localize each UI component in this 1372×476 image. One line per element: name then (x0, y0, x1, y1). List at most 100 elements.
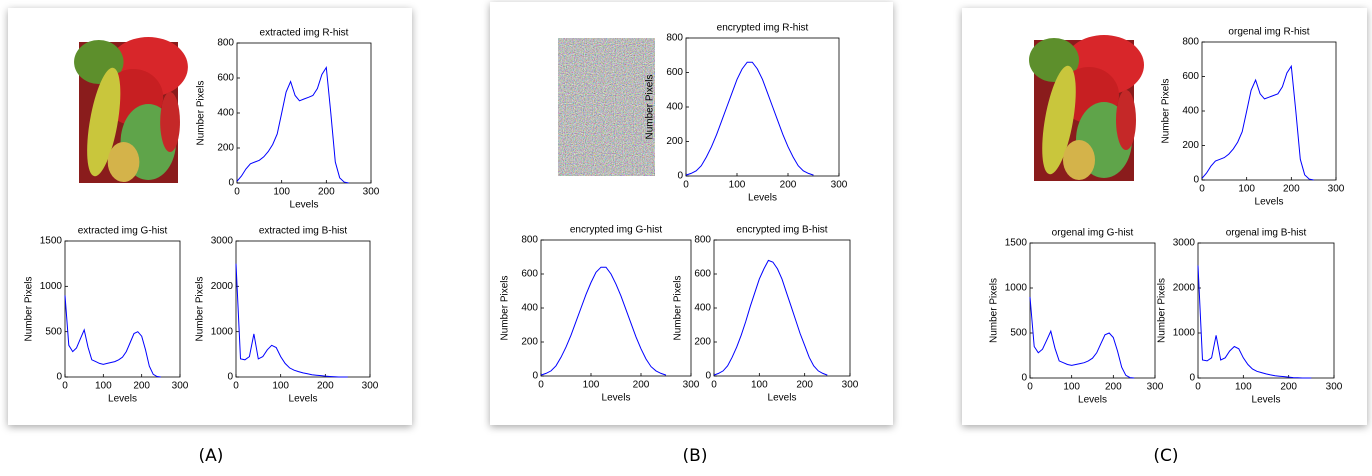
plot-area (1029, 242, 1156, 379)
plot-area (235, 240, 371, 378)
y-tick-label: 0 (228, 178, 234, 189)
chart-title: encrypted img G-hist (570, 225, 662, 236)
y-axis-label: Number Pixels (989, 278, 1000, 343)
plot-area (236, 42, 372, 184)
y-tick-label: 600 (217, 73, 234, 84)
plot-area (1197, 242, 1335, 379)
x-tick-label: 0 (62, 381, 68, 392)
histogram-line (64, 295, 161, 378)
x-tick-label: 0 (683, 180, 689, 191)
x-axis-label: Levels (289, 394, 318, 405)
x-axis-label: Levels (748, 193, 777, 204)
y-tick-label: 600 (1182, 71, 1199, 82)
plot-area (713, 239, 851, 377)
x-tick-label: 100 (272, 381, 289, 392)
x-axis-label: Levels (768, 393, 797, 404)
x-tick-label: 200 (318, 187, 335, 198)
y-tick-label: 1500 (40, 236, 63, 247)
x-tick-label: 200 (796, 380, 813, 391)
y-tick-label: 200 (217, 143, 234, 154)
x-tick-label: 200 (1105, 382, 1122, 393)
x-tick-label: 300 (172, 381, 189, 392)
chart-title: orgenal img G-hist (1052, 228, 1134, 239)
chart-title: extracted img R-hist (260, 28, 349, 39)
x-tick-label: 100 (729, 180, 746, 191)
x-tick-label: 200 (1280, 382, 1297, 393)
y-axis-label: Number Pixels (196, 80, 207, 145)
chart-title: orgenal img R-hist (1228, 27, 1309, 38)
x-tick-label: 300 (831, 180, 848, 191)
histogram-line (1029, 296, 1135, 379)
y-tick-label: 400 (666, 102, 683, 113)
x-axis-label: Levels (602, 393, 631, 404)
y-tick-label: 600 (521, 269, 538, 280)
y-tick-label: 0 (677, 171, 683, 182)
chart-title: extracted img G-hist (78, 226, 168, 237)
x-axis-label: Levels (1078, 395, 1107, 406)
x-tick-label: 200 (1283, 184, 1300, 195)
x-tick-label: 200 (633, 380, 650, 391)
caption: (C) (1153, 446, 1178, 466)
plot-area (64, 240, 181, 378)
x-tick-label: 200 (780, 180, 797, 191)
plot-area (540, 239, 692, 377)
y-tick-label: 500 (45, 326, 62, 337)
y-tick-label: 1500 (1005, 238, 1028, 249)
plot-area (1201, 41, 1337, 181)
x-tick-label: 300 (362, 381, 379, 392)
x-tick-label: 0 (1199, 184, 1205, 195)
y-tick-label: 800 (694, 235, 711, 246)
x-tick-label: 100 (1238, 184, 1255, 195)
chart-title: orgenal img B-hist (1226, 228, 1307, 239)
y-tick-label: 200 (694, 337, 711, 348)
y-tick-label: 200 (1182, 140, 1199, 151)
y-axis-label: Number Pixels (500, 275, 511, 340)
histogram-line (713, 259, 828, 376)
x-tick-label: 200 (317, 381, 334, 392)
y-tick-label: 200 (666, 136, 683, 147)
y-tick-label: 0 (227, 372, 233, 383)
y-tick-label: 500 (1010, 328, 1027, 339)
x-tick-label: 0 (711, 380, 717, 391)
histogram-line (540, 266, 667, 376)
chart-title: extracted img B-hist (259, 226, 348, 237)
y-tick-label: 2000 (1173, 283, 1196, 294)
y-tick-label: 0 (56, 372, 62, 383)
y-tick-label: 400 (1182, 106, 1199, 117)
x-tick-label: 300 (683, 380, 700, 391)
x-tick-label: 100 (1063, 382, 1080, 393)
y-tick-label: 600 (694, 269, 711, 280)
histogram-line (235, 263, 348, 378)
y-tick-label: 600 (666, 67, 683, 78)
x-tick-label: 0 (233, 381, 239, 392)
histogram-line (1197, 265, 1312, 379)
y-tick-label: 400 (521, 303, 538, 314)
plot-area (685, 37, 840, 177)
y-axis-label: Number Pixels (673, 275, 684, 340)
histogram-line (685, 61, 814, 176)
y-tick-label: 2000 (211, 281, 234, 292)
y-tick-label: 0 (705, 371, 711, 382)
y-axis-label: Number Pixels (1161, 78, 1172, 143)
histogram-line (1201, 64, 1314, 181)
x-tick-label: 100 (1235, 382, 1252, 393)
x-axis-label: Levels (1255, 197, 1284, 208)
peppers-image (1029, 35, 1144, 181)
y-tick-label: 400 (694, 303, 711, 314)
y-tick-label: 1000 (1173, 328, 1196, 339)
y-tick-label: 800 (521, 235, 538, 246)
y-tick-label: 0 (1021, 373, 1027, 384)
x-axis-label: Levels (1252, 395, 1281, 406)
y-tick-label: 800 (1182, 37, 1199, 48)
encrypted-image (558, 38, 655, 176)
x-tick-label: 300 (842, 380, 859, 391)
x-tick-label: 100 (273, 187, 290, 198)
y-axis-label: Number Pixels (195, 276, 206, 341)
x-tick-label: 200 (133, 381, 150, 392)
y-tick-label: 0 (1189, 373, 1195, 384)
y-tick-label: 800 (217, 38, 234, 49)
y-tick-label: 1000 (211, 326, 234, 337)
y-tick-label: 3000 (1173, 238, 1196, 249)
caption: (B) (683, 446, 708, 466)
